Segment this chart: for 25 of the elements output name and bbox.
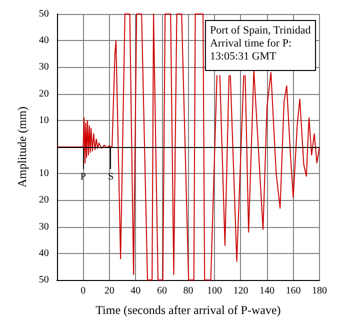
y-tick-label: 10 [38, 114, 49, 126]
x-tick-label: 140 [259, 286, 274, 296]
y-tick-label: 40 [38, 248, 49, 259]
x-tick-label: 0 [80, 286, 86, 296]
y-tick-label: 40 [38, 35, 49, 46]
y-tick-label: 30 [38, 62, 49, 73]
x-tick-label: 100 [206, 286, 222, 296]
annotation: S [108, 172, 114, 182]
y-tick-label: 30 [38, 221, 49, 232]
x-tick-label: 180 [312, 286, 327, 296]
x-tick-label: 20 [104, 286, 114, 296]
x-tick-label: 40 [130, 286, 141, 296]
y-tick-label: 20 [38, 194, 49, 206]
x-tick-label: 120 [233, 286, 248, 296]
y-tick-label: 20 [38, 88, 49, 100]
x-tick-label: 80 [183, 286, 194, 296]
y-tick-label: 10 [38, 168, 49, 180]
annotation: P [80, 172, 86, 182]
x-axis-title: Time (seconds after arrival of P-wave) [96, 303, 281, 317]
x-tick-label: 60 [156, 286, 167, 296]
x-tick-label: 160 [286, 286, 301, 296]
y-tick-label: 50 [38, 8, 49, 20]
y-tick-label: 50 [38, 274, 49, 286]
y-axis-title: Amplitude (mm) [15, 106, 29, 188]
annotation: Port of Spain, Trinidad Arrival time for P: 13:05:31 GMT [210, 24, 312, 62]
